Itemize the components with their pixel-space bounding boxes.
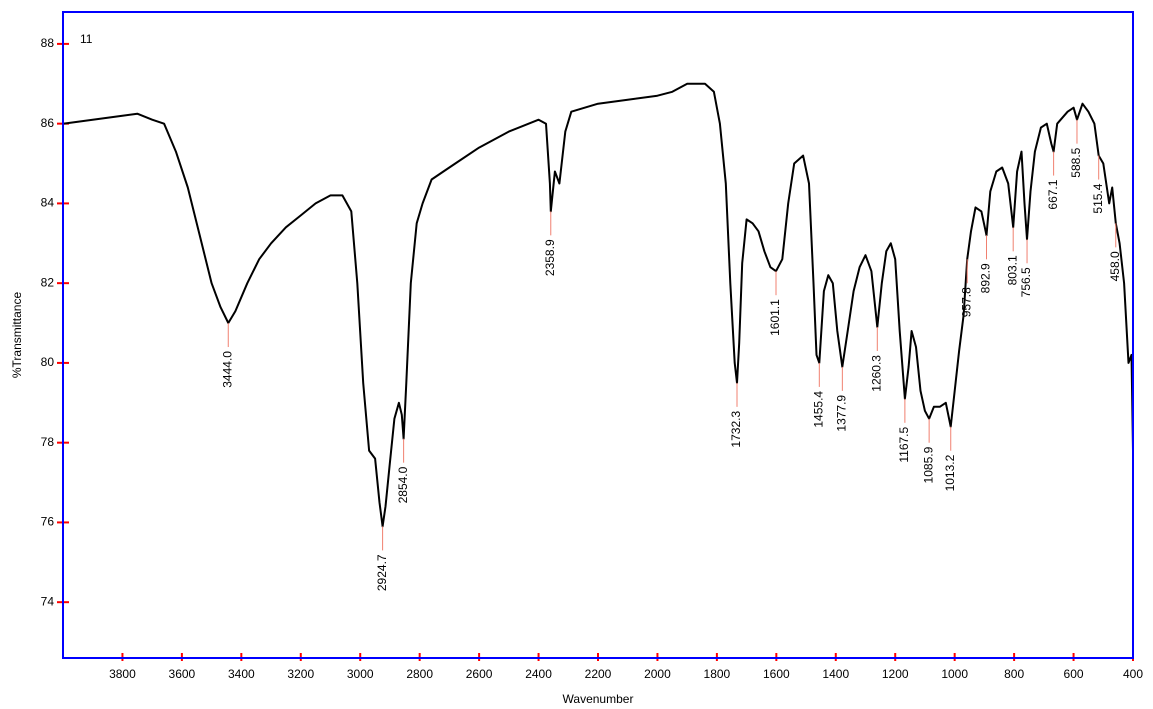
peak-label: 1167.5 <box>897 426 911 462</box>
peak-label: 1601.1 <box>768 299 782 336</box>
peak-label: 1013.2 <box>943 454 957 491</box>
x-tick-label: 2400 <box>525 667 552 681</box>
y-tick-label: 74 <box>41 594 55 608</box>
x-tick-label: 1800 <box>704 667 731 681</box>
peak-label: 1377.9 <box>835 395 849 432</box>
y-tick-label: 82 <box>41 275 55 289</box>
peak-label: 588.5 <box>1069 147 1083 177</box>
y-tick-label: 80 <box>41 355 55 369</box>
x-axis-label: Wavenumber <box>563 692 634 706</box>
x-tick-label: 3200 <box>287 667 314 681</box>
y-tick-label: 78 <box>41 435 55 449</box>
y-tick-label: 76 <box>41 515 55 529</box>
peak-label: 756.5 <box>1019 267 1033 297</box>
peak-label: 2358.9 <box>543 239 557 276</box>
x-tick-label: 600 <box>1064 667 1084 681</box>
x-tick-label: 3800 <box>109 667 136 681</box>
peak-label: 892.9 <box>979 263 993 293</box>
x-tick-label: 3400 <box>228 667 255 681</box>
x-tick-label: 2800 <box>406 667 433 681</box>
y-tick-label: 84 <box>41 196 55 210</box>
peak-label: 1085.9 <box>921 446 935 483</box>
y-axis-label: %Transmittance <box>10 292 24 379</box>
x-tick-label: 3000 <box>347 667 374 681</box>
peak-label: 2924.7 <box>375 554 389 591</box>
chart-title: 11 <box>80 32 93 46</box>
x-tick-label: 1000 <box>941 667 968 681</box>
x-tick-label: 1600 <box>763 667 790 681</box>
peak-label: 803.1 <box>1005 255 1019 285</box>
y-tick-label: 88 <box>41 36 55 50</box>
peak-label: 2854.0 <box>396 466 410 503</box>
peak-label: 1732.3 <box>729 411 743 448</box>
x-tick-label: 1200 <box>882 667 909 681</box>
x-tick-label: 2200 <box>585 667 612 681</box>
x-tick-label: 3600 <box>169 667 196 681</box>
x-tick-label: 400 <box>1123 667 1143 681</box>
plot-frame <box>62 11 1134 659</box>
peak-label: 3444.0 <box>220 351 234 388</box>
peak-label: 957.8 <box>959 287 973 317</box>
peak-label: 515.4 <box>1091 183 1105 213</box>
x-tick-label: 2000 <box>644 667 671 681</box>
spectrum-line <box>62 82 1134 528</box>
y-tick-label: 86 <box>41 116 55 130</box>
x-tick-label: 800 <box>1004 667 1024 681</box>
peak-label: 667.1 <box>1046 179 1060 209</box>
peak-label: 1260.3 <box>869 355 883 392</box>
x-tick-label: 1400 <box>822 667 849 681</box>
x-tick-label: 2600 <box>466 667 493 681</box>
peak-label: 1455.4 <box>811 391 825 428</box>
peak-label: 458.0 <box>1108 251 1122 281</box>
